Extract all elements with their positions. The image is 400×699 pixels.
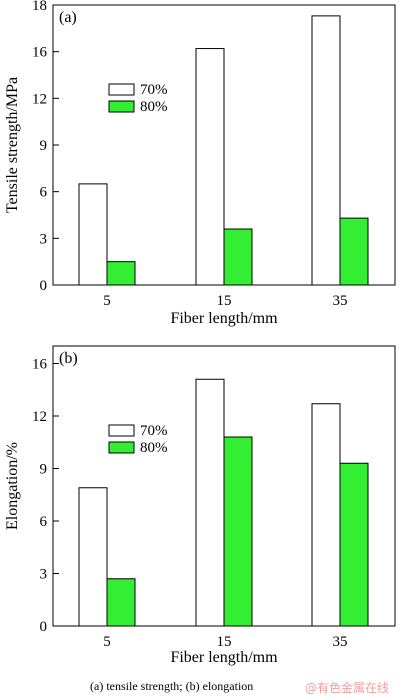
bars-b bbox=[78, 378, 369, 627]
figure-caption: (a) tensile strength; (b) elongation bbox=[90, 679, 253, 693]
y-tick-label: 12 bbox=[32, 91, 47, 107]
legend-label-70-a: 70% bbox=[140, 82, 168, 98]
bars-a bbox=[78, 15, 369, 286]
panel-label-a: (a) bbox=[59, 9, 77, 26]
watermark: @有色金属在线 bbox=[305, 680, 389, 695]
y-axis-label-a: Tensile strength/MPa bbox=[4, 77, 21, 213]
bar-80-5-b bbox=[106, 578, 136, 627]
x-tick-label: 35 bbox=[333, 293, 348, 309]
y-tick-label: 18 bbox=[32, 0, 47, 14]
x-axis-label-b: Fiber length/mm bbox=[170, 649, 278, 666]
y-ticks-b: 0 3 6 9 12 16 bbox=[32, 357, 59, 635]
bar-80-15-b bbox=[223, 436, 253, 627]
legend-swatch-70-a bbox=[108, 83, 135, 96]
y-tick-label: 12 bbox=[32, 409, 47, 425]
bar-70-15-a bbox=[195, 48, 225, 286]
bar-70-15-b bbox=[195, 378, 225, 627]
bar-70-35-b bbox=[311, 403, 341, 627]
x-tick-label: 5 bbox=[103, 293, 111, 309]
y-tick-label: 9 bbox=[40, 462, 48, 478]
bar-70-35-a bbox=[311, 15, 341, 286]
panel-label-b: (b) bbox=[59, 350, 78, 367]
x-tick-label: 35 bbox=[333, 634, 348, 650]
y-axis-label-b: Elongation/% bbox=[4, 442, 21, 530]
y-tick-label: 16 bbox=[32, 357, 48, 373]
legend-swatch-70-b bbox=[108, 424, 135, 437]
y-tick-label: 0 bbox=[40, 278, 48, 294]
chart-panel-a: (a) Fiber length/mm Tensile strength/MPa… bbox=[4, 0, 396, 327]
bar-80-5-a bbox=[106, 261, 136, 286]
bar-80-15-a bbox=[223, 228, 253, 286]
y-tick-label: 16 bbox=[32, 45, 48, 61]
legend-label-70-b: 70% bbox=[140, 423, 168, 439]
y-tick-label: 6 bbox=[40, 514, 48, 530]
bar-80-35-a bbox=[339, 217, 369, 286]
x-tick-label: 5 bbox=[103, 634, 111, 650]
x-tick-label: 15 bbox=[217, 293, 232, 309]
y-tick-label: 3 bbox=[40, 567, 48, 583]
x-axis-label-a: Fiber length/mm bbox=[170, 310, 278, 327]
legend-a: 70% 80% bbox=[108, 82, 168, 115]
bar-70-5-b bbox=[78, 487, 108, 627]
legend-swatch-80-a bbox=[108, 100, 135, 113]
y-ticks-a: 0 3 6 9 12 16 18 bbox=[32, 0, 59, 294]
y-tick-label: 0 bbox=[40, 619, 48, 635]
y-tick-label: 9 bbox=[40, 138, 48, 154]
legend-swatch-80-b bbox=[108, 441, 135, 454]
legend-label-80-a: 80% bbox=[140, 99, 168, 115]
y-tick-label: 3 bbox=[40, 231, 48, 247]
bar-70-5-a bbox=[78, 183, 108, 286]
bar-80-35-b bbox=[339, 462, 369, 627]
legend-b: 70% 80% bbox=[108, 423, 168, 456]
x-tick-label: 15 bbox=[217, 634, 232, 650]
chart-panel-b: (b) Fiber length/mm Elongation/% 0 3 6 9 12 1… bbox=[4, 345, 396, 666]
legend-label-80-b: 80% bbox=[140, 440, 168, 456]
y-tick-label: 6 bbox=[40, 185, 48, 201]
